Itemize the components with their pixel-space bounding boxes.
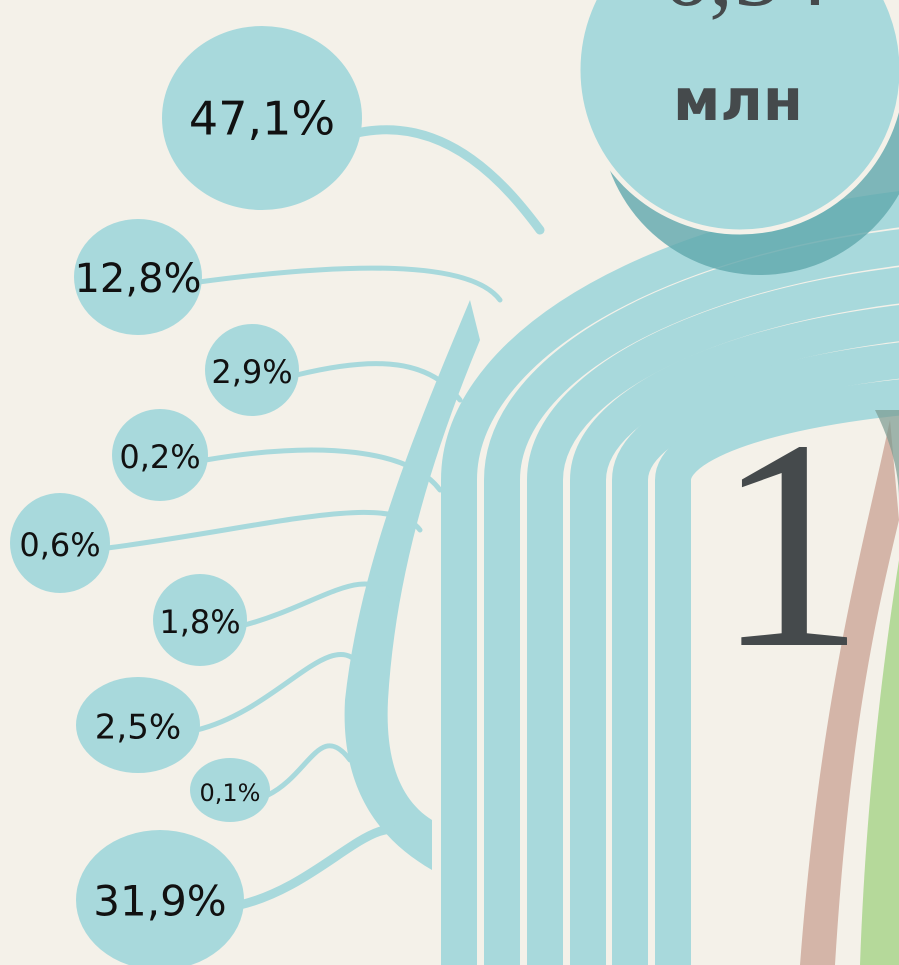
bubble-label: 31,9%: [93, 877, 226, 926]
bubble-label: 0,2%: [119, 438, 200, 476]
bubble-label: 0,1%: [200, 779, 261, 807]
bubble-label: 2,9%: [211, 353, 292, 391]
bubble-label: 47,1%: [189, 92, 335, 146]
bubble-label: 2,5%: [95, 708, 181, 748]
total-value: 6,54: [661, 0, 829, 26]
big-number: 1: [715, 378, 865, 710]
total-unit: млн: [673, 66, 803, 134]
bubble-label: 0,6%: [19, 526, 100, 564]
bubble-label: 1,8%: [159, 603, 240, 641]
bubble-label: 12,8%: [74, 256, 201, 302]
infographic: 6,54 млн 1 47,1% 12,8% 2,9% 0,2% 0,6% 1,8% 2,5…: [0, 0, 899, 965]
